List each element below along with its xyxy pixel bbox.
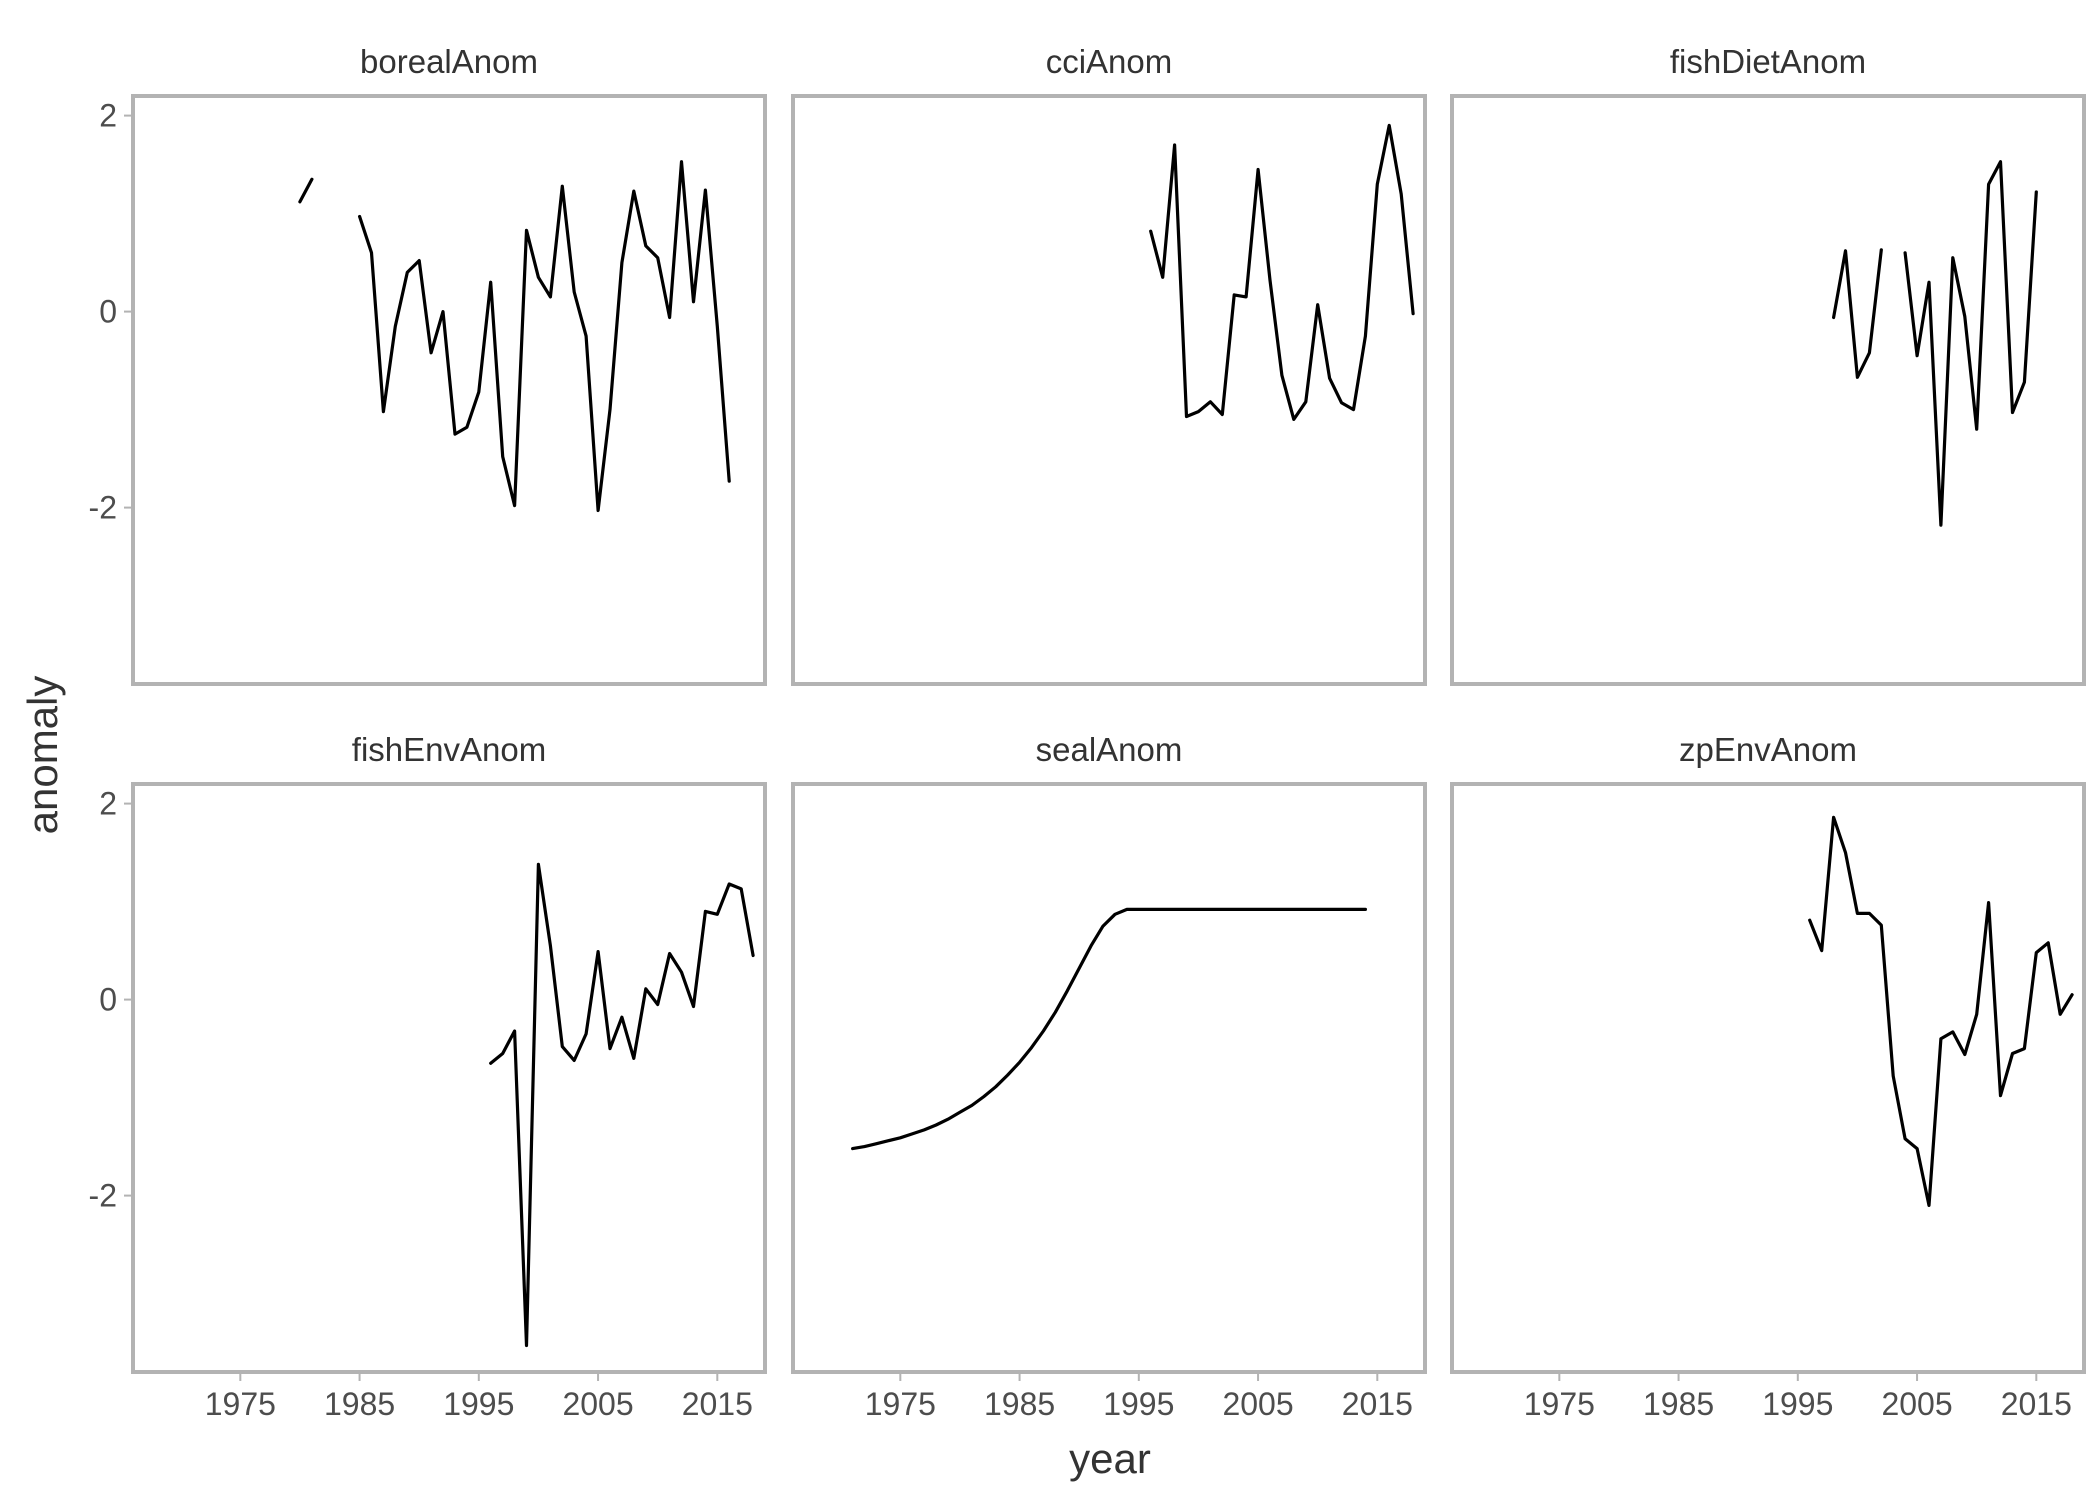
- facet-title: fishEnvAnom: [352, 731, 546, 768]
- y-tick-label: 0: [99, 982, 117, 1018]
- x-tick-label: 2005: [1222, 1386, 1293, 1422]
- facet-title: borealAnom: [360, 43, 538, 80]
- panel-border: [791, 94, 1427, 686]
- facet-title: zpEnvAnom: [1679, 731, 1857, 768]
- panel-border: [131, 782, 767, 1374]
- facet-panel-fishDietAnom: fishDietAnom: [1450, 43, 2086, 686]
- panel-border: [1450, 94, 2086, 686]
- panel-border: [1450, 782, 2086, 1374]
- x-tick-label: 1995: [443, 1386, 514, 1422]
- x-tick-label: 1985: [984, 1386, 1055, 1422]
- facet-title: sealAnom: [1036, 731, 1183, 768]
- y-tick-label: -2: [89, 1178, 117, 1214]
- facet-title: cciAnom: [1046, 43, 1173, 80]
- x-tick-label: 2015: [2001, 1386, 2072, 1422]
- facet-panel-cciAnom: cciAnom: [791, 43, 1427, 686]
- series-line-fishDietAnom: [1903, 160, 2038, 527]
- axes: -2 0 2 -2 0 2 1975 1985 1995 2005 2015 1975 1985 1995…: [89, 98, 2072, 1422]
- facet-panel-fishEnvAnom: fishEnvAnom: [131, 731, 767, 1374]
- x-tick-label: 1995: [1103, 1386, 1174, 1422]
- facet-title: fishDietAnom: [1670, 43, 1866, 80]
- x-tick-label: 1985: [324, 1386, 395, 1422]
- x-tick-label: 1995: [1762, 1386, 1833, 1422]
- series-line-zpEnvAnom: [1808, 815, 2074, 1207]
- y-tick-label: 0: [99, 294, 117, 330]
- facet-panels: borealAnom cciAnom fishDietAnom fishEnvAnom…: [131, 43, 2086, 1374]
- series-line-sealAnom: [851, 907, 1367, 1151]
- x-tick-label: 2005: [562, 1386, 633, 1422]
- facet-panel-zpEnvAnom: zpEnvAnom: [1450, 731, 2086, 1374]
- series-line-fishEnvAnom: [489, 862, 755, 1348]
- series-line-cciAnom: [1149, 123, 1415, 421]
- x-tick-label: 1975: [865, 1386, 936, 1422]
- panel-border: [131, 94, 767, 686]
- series-line-borealAnom: [358, 160, 731, 513]
- x-tick-label: 2015: [1342, 1386, 1413, 1422]
- x-tick-label: 2015: [682, 1386, 753, 1422]
- facet-panel-borealAnom: borealAnom: [131, 43, 767, 686]
- facet-panel-sealAnom: sealAnom: [791, 731, 1427, 1374]
- y-tick-label: 2: [99, 786, 117, 822]
- x-tick-label: 1985: [1643, 1386, 1714, 1422]
- x-tick-label: 1975: [205, 1386, 276, 1422]
- x-axis-title: year: [1069, 1435, 1151, 1482]
- y-tick-label: 2: [99, 98, 117, 134]
- y-tick-label: -2: [89, 490, 117, 526]
- series-line-fishDietAnom: [1832, 248, 1883, 379]
- x-tick-label: 2005: [1881, 1386, 1952, 1422]
- panel-border: [791, 782, 1427, 1374]
- x-tick-label: 1975: [1524, 1386, 1595, 1422]
- y-axis-title: anomaly: [19, 676, 66, 835]
- series-line-borealAnom: [298, 177, 314, 204]
